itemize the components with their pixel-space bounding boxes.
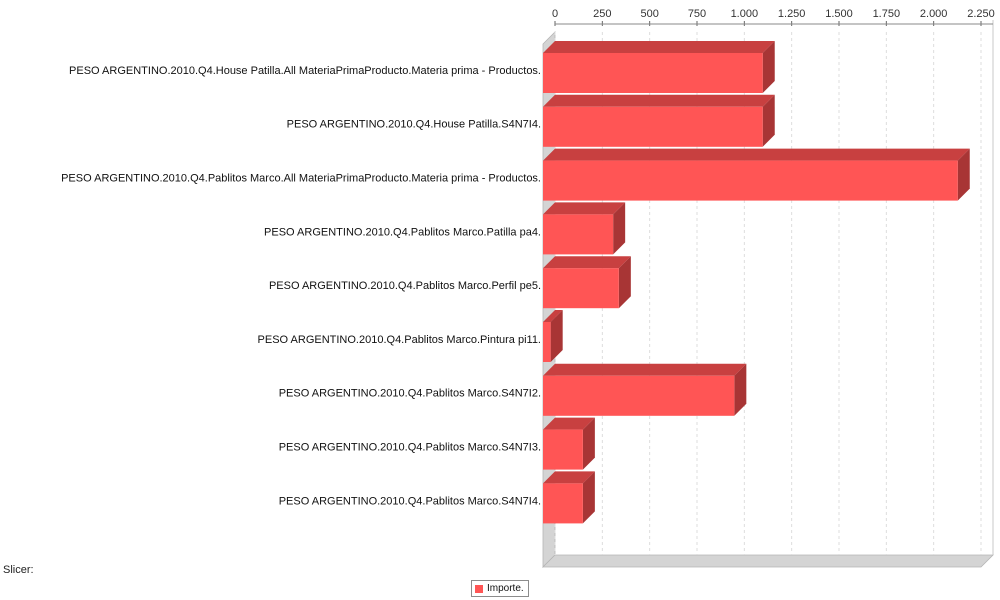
bar-top-face xyxy=(543,94,775,107)
category-label: PESO ARGENTINO.2010.Q4.Pablitos Marco.Pa… xyxy=(264,226,541,238)
bar-front-face xyxy=(543,106,763,147)
bar-front-face xyxy=(543,160,958,201)
bar-top-face xyxy=(543,41,775,53)
bar xyxy=(543,256,631,309)
bar xyxy=(543,363,747,416)
category-label: PESO ARGENTINO.2010.Q4.Pablitos Marco.S4… xyxy=(279,388,541,400)
bar-front-face xyxy=(543,214,614,255)
category-label: PESO ARGENTINO.2010.Q4.Pablitos Marco.Pi… xyxy=(258,334,541,346)
category-label: PESO ARGENTINO.2010.Q4.Pablitos Marco.S4… xyxy=(279,495,541,507)
tick-label: 0 xyxy=(552,8,558,20)
bar-side-face xyxy=(618,256,631,309)
x-axis-ticks: 0 250 500 750 1.000 1.250 1.500 1.750 2.000 2.250 xyxy=(552,8,995,26)
bar-front-face xyxy=(543,268,619,309)
bar xyxy=(543,148,970,201)
bar xyxy=(543,94,775,147)
tick-label: 1.000 xyxy=(731,8,759,20)
bar-side-face xyxy=(957,148,970,201)
chart-legend: Importe. xyxy=(471,580,529,597)
category-label: PESO ARGENTINO.2010.Q4.Pablitos Marco.Pe… xyxy=(269,280,541,292)
bar-front-face xyxy=(543,53,763,93)
slicer-label: Slicer: xyxy=(3,564,34,576)
bar xyxy=(543,202,626,255)
category-label: PESO ARGENTINO.2010.Q4.Pablitos Marco.S4… xyxy=(279,442,541,454)
tick-label: 1.500 xyxy=(825,8,853,20)
bar-side-face xyxy=(582,417,595,470)
category-label: PESO ARGENTINO.2010.Q4.House Patilla.S4N… xyxy=(287,119,541,131)
tick-label: 2.000 xyxy=(920,8,948,20)
category-labels: PESO ARGENTINO.2010.Q4.House Patilla.All… xyxy=(61,65,541,507)
category-label: PESO ARGENTINO.2010.Q4.Pablitos Marco.Al… xyxy=(61,173,541,185)
bar xyxy=(543,417,595,470)
tick-label: 500 xyxy=(640,8,658,20)
bar-side-face xyxy=(582,471,595,524)
legend-label: Importe. xyxy=(487,583,524,594)
bar-front-face xyxy=(543,429,583,470)
bar-top-face xyxy=(543,202,626,215)
tick-label: 1.250 xyxy=(778,8,806,20)
bar-top-face xyxy=(543,148,970,161)
chart-bars xyxy=(543,41,970,524)
category-label: PESO ARGENTINO.2010.Q4.House Patilla.All… xyxy=(69,65,541,77)
bar-front-face xyxy=(543,483,583,524)
bar-top-face xyxy=(543,310,563,322)
bar-top-face xyxy=(543,471,595,484)
legend-swatch xyxy=(475,584,483,593)
bar xyxy=(543,41,775,93)
bar-top-face xyxy=(543,256,631,269)
bar-side-face xyxy=(762,41,775,93)
tick-label: 750 xyxy=(688,8,706,20)
bar-side-face xyxy=(613,202,626,255)
floor-wall xyxy=(542,554,994,568)
bar-top-face xyxy=(543,363,747,376)
tick-label: 2.250 xyxy=(967,8,995,20)
bar-top-face xyxy=(543,417,595,430)
bar-side-face xyxy=(550,310,563,362)
bar-side-face xyxy=(734,363,747,416)
bar xyxy=(543,471,595,524)
bar-side-face xyxy=(762,94,775,147)
bar xyxy=(543,310,563,362)
bar-front-face xyxy=(543,322,551,362)
bar-front-face xyxy=(543,375,735,416)
tick-label: 250 xyxy=(593,8,611,20)
tick-label: 1.750 xyxy=(873,8,901,20)
